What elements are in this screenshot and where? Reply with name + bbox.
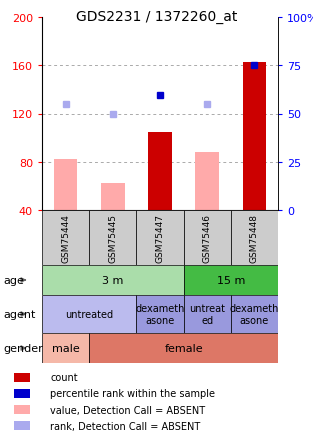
Text: percentile rank within the sample: percentile rank within the sample xyxy=(50,388,215,398)
Text: 3 m: 3 m xyxy=(102,275,124,285)
Bar xyxy=(42,265,184,295)
Text: GSM75444: GSM75444 xyxy=(61,214,70,262)
Bar xyxy=(14,421,30,431)
Text: age: age xyxy=(3,275,24,285)
Bar xyxy=(195,153,219,210)
Text: dexameth
asone: dexameth asone xyxy=(135,303,185,325)
Bar xyxy=(54,160,77,210)
Bar xyxy=(89,210,136,265)
Bar xyxy=(14,373,30,382)
Bar xyxy=(184,265,278,295)
Text: GSM75448: GSM75448 xyxy=(250,214,259,263)
Bar xyxy=(136,295,184,333)
Bar xyxy=(42,210,89,265)
Bar xyxy=(148,132,172,210)
Bar xyxy=(14,389,30,398)
Bar xyxy=(184,210,231,265)
Text: rank, Detection Call = ABSENT: rank, Detection Call = ABSENT xyxy=(50,421,200,431)
Bar xyxy=(136,210,184,265)
Text: value, Detection Call = ABSENT: value, Detection Call = ABSENT xyxy=(50,404,205,414)
Bar xyxy=(42,295,136,333)
Text: count: count xyxy=(50,372,78,382)
Bar xyxy=(89,333,278,363)
Bar xyxy=(231,295,278,333)
Bar xyxy=(243,62,266,210)
Text: agent: agent xyxy=(3,309,35,319)
Text: untreated: untreated xyxy=(65,309,113,319)
Text: GDS2231 / 1372260_at: GDS2231 / 1372260_at xyxy=(76,10,237,23)
Text: 15 m: 15 m xyxy=(217,275,245,285)
Text: female: female xyxy=(164,343,203,353)
Text: gender: gender xyxy=(3,343,43,353)
Text: GSM75445: GSM75445 xyxy=(108,214,117,263)
Text: male: male xyxy=(52,343,80,353)
Text: dexameth
asone: dexameth asone xyxy=(230,303,279,325)
Bar xyxy=(14,405,30,414)
Text: GSM75446: GSM75446 xyxy=(203,214,212,263)
Text: GSM75447: GSM75447 xyxy=(156,214,165,263)
Bar xyxy=(184,295,231,333)
Bar xyxy=(231,210,278,265)
Bar xyxy=(42,333,89,363)
Bar xyxy=(101,184,125,210)
Text: untreat
ed: untreat ed xyxy=(189,303,225,325)
